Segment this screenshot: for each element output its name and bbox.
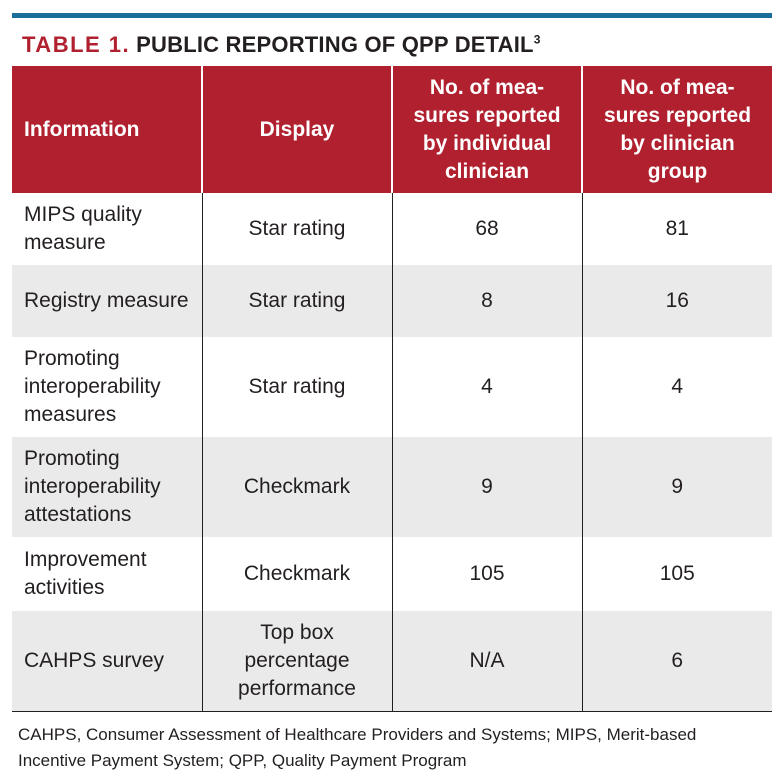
- header-individual: No. of mea-sures reported by individual …: [391, 66, 582, 193]
- table-row: CAHPS survey Top box percentage performa…: [12, 611, 772, 712]
- cell-group: 9: [581, 437, 772, 537]
- cell-individual: 105: [391, 537, 582, 611]
- cell-group: 16: [581, 265, 772, 337]
- cell-group: 4: [581, 337, 772, 437]
- table-row: Improvement activities Checkmark 105 105: [12, 537, 772, 611]
- cell-display: Star rating: [201, 193, 392, 265]
- footnote: CAHPS, Consumer Assessment of Healthcare…: [18, 725, 697, 770]
- top-rule: [12, 13, 772, 18]
- cell-individual: 9: [391, 437, 582, 537]
- table-row: MIPS quality measure Star rating 68 81: [12, 193, 772, 265]
- cell-information: Promoting interoperability measures: [12, 337, 202, 437]
- table-row: Promoting interoperability measures Star…: [12, 337, 772, 437]
- table-title: TABLE 1. PUBLIC REPORTING OF QPP DETAIL3: [22, 32, 541, 58]
- cell-information: MIPS quality measure: [12, 193, 202, 265]
- cell-individual: 4: [391, 337, 582, 437]
- cell-group: 105: [581, 537, 772, 611]
- cell-individual: 8: [391, 265, 582, 337]
- header-display: Display: [201, 66, 392, 193]
- table-row: Registry measure Star rating 8 16: [12, 265, 772, 337]
- cell-information: CAHPS survey: [12, 611, 202, 712]
- cell-display: Checkmark: [201, 437, 392, 537]
- cell-information: Registry measure: [12, 265, 202, 337]
- cell-group: 81: [581, 193, 772, 265]
- table-title-text: PUBLIC REPORTING OF QPP DETAIL: [136, 32, 534, 57]
- footnote-ref: 3: [533, 32, 541, 47]
- header-information: Information: [12, 66, 202, 193]
- cell-display: Star rating: [201, 337, 392, 437]
- header-group: No. of mea-sures reported by clinician g…: [581, 66, 772, 193]
- cell-group: 6: [581, 611, 772, 712]
- cell-individual: N/A: [391, 611, 582, 712]
- cell-display: Top box percentage performance: [201, 611, 392, 712]
- cell-display: Checkmark: [201, 537, 392, 611]
- cell-individual: 68: [391, 193, 582, 265]
- table-row: Promoting interoperability attestations …: [12, 437, 772, 537]
- table-number: TABLE 1.: [22, 32, 131, 57]
- cell-display: Star rating: [201, 265, 392, 337]
- qpp-table: Information Display No. of mea-sures rep…: [12, 66, 772, 712]
- cell-information: Promoting interoperability attestations: [12, 437, 202, 537]
- cell-information: Improvement activities: [12, 537, 202, 611]
- header-row: Information Display No. of mea-sures rep…: [12, 66, 772, 193]
